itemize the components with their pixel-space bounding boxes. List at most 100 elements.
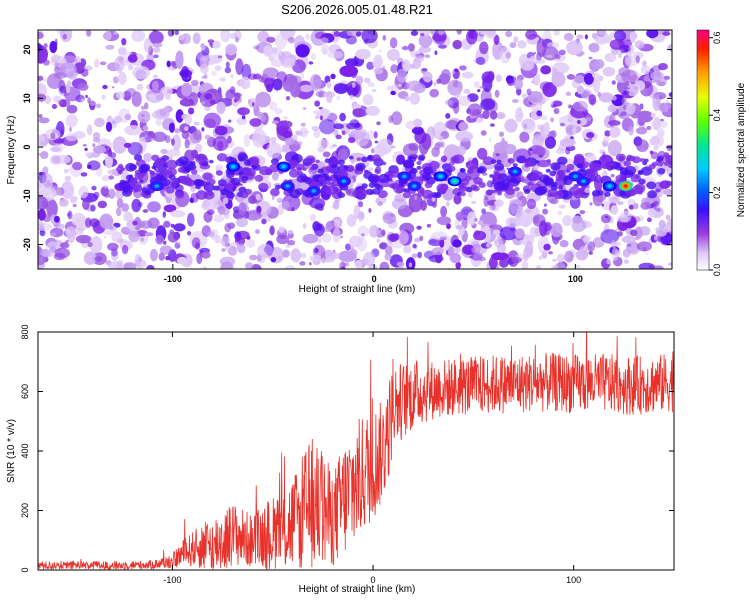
spectrogram-cell <box>55 41 58 46</box>
spectrogram-band-cell <box>656 156 664 162</box>
spectrogram-cell <box>436 78 442 84</box>
spectrogram-cell <box>533 52 536 55</box>
spectrogram-band-cell <box>578 157 586 163</box>
spectrogram-cell <box>143 37 153 53</box>
spectrogram-cell <box>163 220 171 228</box>
spectrogram-cell <box>412 58 422 70</box>
spectrogram-cell <box>165 255 171 261</box>
spectrogram-band-cell <box>133 189 138 193</box>
spectrogram-band-cell <box>604 191 611 197</box>
spectrogram-cell <box>494 89 500 98</box>
spectrogram-cell <box>564 250 574 263</box>
spectrogram-cell <box>390 90 396 96</box>
spectrogram-cell <box>196 252 203 265</box>
spectrogram-cell <box>227 246 238 256</box>
spectrogram-cell <box>142 209 149 213</box>
spectrogram-cell <box>409 92 420 105</box>
spectrogram-band-cell <box>514 186 520 192</box>
spectrogram-cell <box>496 243 507 254</box>
spectrogram-x-ticks: -100 0 100 <box>164 30 583 284</box>
spectrogram-band-cell <box>144 190 151 196</box>
spectrogram-cell <box>577 120 581 124</box>
spectrogram-band-cell <box>648 163 656 170</box>
colorbar-tick-label: 0.4 <box>712 109 722 122</box>
spectrogram-cell <box>401 59 411 70</box>
spectrogram-band-cell <box>230 177 241 186</box>
spectrogram-cell <box>199 55 208 69</box>
spectrogram-cell <box>471 200 477 205</box>
spectrogram-cell <box>436 216 452 226</box>
spectrogram-cell <box>281 200 290 210</box>
spectrogram-cell <box>313 223 325 237</box>
spectrogram-band-cell <box>496 159 502 164</box>
spectrogram-cell <box>38 196 48 211</box>
spectrogram-cell <box>203 73 208 80</box>
spectrogram-cell <box>235 58 244 76</box>
spectrogram-cell <box>287 36 295 43</box>
spectrogram-cell <box>337 148 348 162</box>
spectrogram-cell <box>402 45 409 51</box>
spectrogram-cell <box>66 104 78 114</box>
spectrogram-cell <box>517 40 527 49</box>
spectrogram-cell <box>570 136 574 140</box>
spectrogram-band-cell <box>473 177 483 185</box>
spectrogram-band-cell <box>239 191 249 199</box>
spectrogram-cell <box>382 65 386 69</box>
spectrogram-cell <box>523 234 532 241</box>
spectrogram-cell <box>647 217 652 223</box>
spectrogram-band-cell <box>165 186 175 194</box>
spectrogram-cell <box>80 98 85 103</box>
spectrogram-cell <box>386 242 393 247</box>
spectrogram-band-cell <box>139 179 144 183</box>
spectrogram-band-cell <box>659 180 670 190</box>
peak-mark <box>285 184 290 188</box>
spectrogram-cell <box>99 213 114 230</box>
spectrogram-cell <box>585 117 592 122</box>
spectrogram-cell <box>516 191 524 201</box>
spectrogram-cell <box>589 202 593 206</box>
spectrogram-cell <box>85 217 92 228</box>
spectrogram-band-cell <box>220 188 229 196</box>
spectrogram-cell <box>361 258 369 265</box>
spectrogram-cell <box>513 78 524 90</box>
spectrogram-cell <box>94 117 105 128</box>
spectrogram-cell <box>659 38 664 43</box>
spectrogram-cell <box>66 228 70 234</box>
spectrogram-cell <box>82 198 90 210</box>
spectrogram-cell <box>194 143 203 153</box>
spectrogram-cell <box>431 146 440 158</box>
spectrogram-cell <box>144 136 151 142</box>
spectrogram-cell <box>103 185 109 189</box>
spectrogram-cell <box>342 262 348 266</box>
spectrogram-cell <box>566 40 583 56</box>
spectrogram-cell <box>477 89 481 93</box>
spectrogram-cell <box>302 233 319 244</box>
spectrogram-cell <box>660 118 664 122</box>
spectrogram-band-cell <box>657 161 664 167</box>
spectrogram-band-cell <box>310 167 315 171</box>
spectrogram-cell <box>213 214 225 223</box>
spectrogram-cell <box>147 201 161 213</box>
spectrogram-cell <box>200 43 205 49</box>
spectrogram-band-cell <box>549 170 557 177</box>
spectrogram-cell <box>153 54 159 59</box>
spectrogram-cell <box>602 36 613 44</box>
peak-mark <box>607 184 612 188</box>
spectrogram-cell <box>358 217 363 222</box>
spectrogram-band-cell <box>500 183 510 191</box>
spectrogram-band-cell <box>494 162 505 171</box>
spectrogram-cell <box>602 66 616 77</box>
spectrogram-cell <box>373 144 388 157</box>
spectrogram-band-cell <box>450 156 460 164</box>
spectrogram-cell <box>163 240 167 245</box>
spectrogram-cell <box>101 94 106 100</box>
spectrogram-cell <box>112 136 127 154</box>
spectrogram-band-cell <box>545 168 551 173</box>
spectrogram-cell <box>299 84 313 93</box>
spectrogram-cell <box>236 217 248 228</box>
spectrogram-cell <box>303 130 310 134</box>
spectrogram-band-cell <box>365 170 371 175</box>
spectrogram-cell <box>550 117 554 123</box>
spectrogram-cell <box>382 34 386 41</box>
spectrogram-cell <box>477 147 488 160</box>
